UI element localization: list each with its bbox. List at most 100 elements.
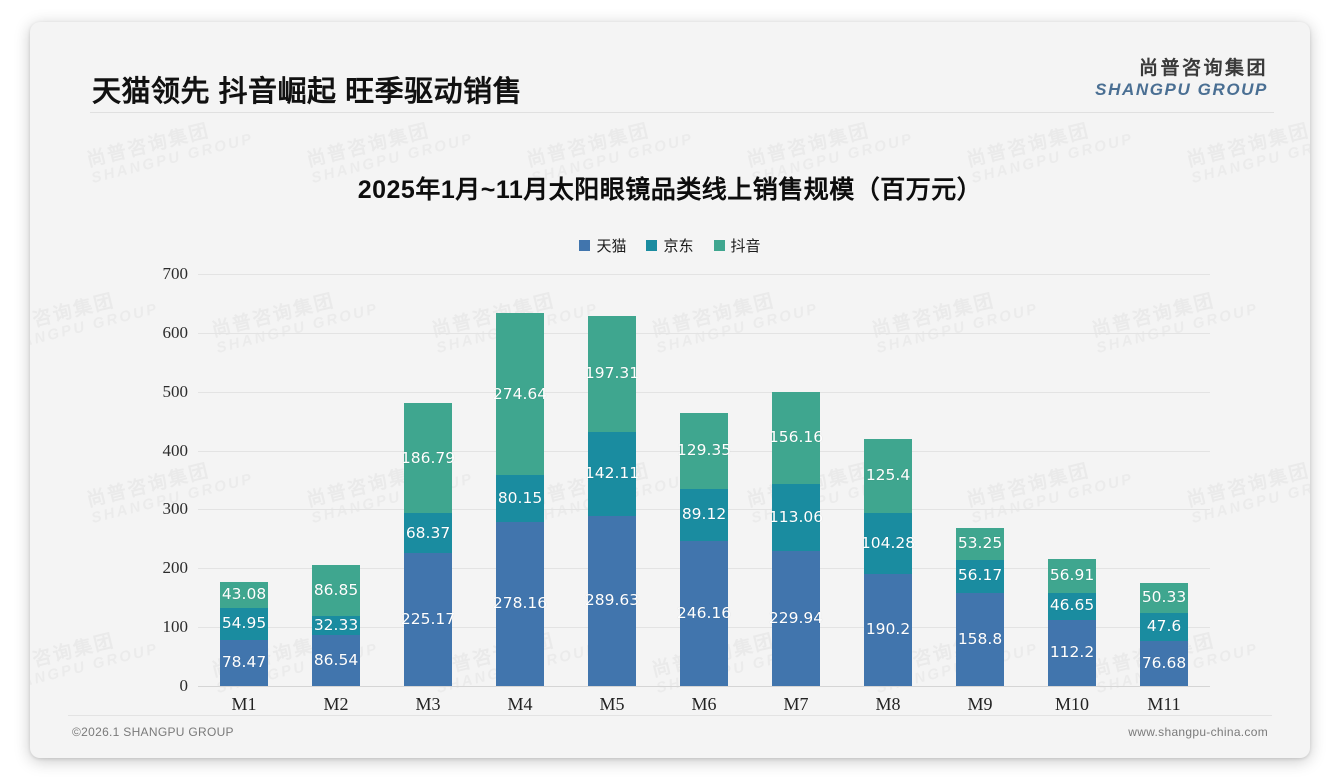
stacked-bar: 76.68 47.6 50.33 (1140, 583, 1188, 686)
bar-segment[interactable]: 32.33 (312, 616, 360, 636)
bar-segment[interactable]: 197.31 (584, 315, 640, 432)
bar-segment[interactable]: 80.15 (496, 475, 544, 523)
bar-column-M11[interactable]: 76.68 47.6 50.33 (1118, 274, 1210, 686)
gridline (198, 391, 1210, 393)
bar-column-M7[interactable]: 229.94 113.06 156.16 (750, 274, 842, 686)
bar-column-M2[interactable]: 86.54 32.33 86.85 (290, 274, 382, 686)
x-axis-labels: M1 M2 M3 M4 M5 M6 M7 M8 M9 M10 M11 (198, 694, 1210, 715)
bar-segment[interactable]: 142.11 (584, 431, 640, 516)
legend-label: 抖音 (730, 237, 761, 255)
x-axis-tick-label: M10 (1054, 694, 1089, 714)
legend-label: 天猫 (596, 237, 627, 255)
bar-value-label: 104.28 (860, 533, 916, 552)
legend-item-2[interactable]: 京东 (646, 235, 694, 256)
bar-column-M3[interactable]: 225.17 68.37 186.79 (382, 274, 474, 686)
stacked-bar: 78.47 54.95 43.08 (220, 582, 268, 686)
bar-value-label: 278.16 (492, 594, 548, 613)
bar-value-label: 86.85 (313, 580, 359, 599)
x-axis-tick-label: M7 (783, 694, 809, 714)
bar-segment[interactable]: 46.65 (1048, 592, 1096, 620)
bar-value-label: 86.54 (313, 650, 359, 669)
brand-name-en: SHANGPU GROUP (1095, 79, 1268, 99)
bar-segment[interactable]: 125.4 (864, 438, 912, 513)
bar-segment[interactable]: 129.35 (677, 412, 731, 489)
bar-value-label: 246.16 (676, 603, 732, 622)
bar-segment[interactable]: 89.12 (680, 488, 728, 542)
stacked-bar: 289.63 142.11 197.31 (584, 315, 640, 686)
bar-value-label: 225.17 (400, 609, 456, 628)
bar-value-label: 46.65 (1049, 596, 1095, 615)
bar-column-M6[interactable]: 246.16 89.12 129.35 (658, 274, 750, 686)
bar-value-label: 47.6 (1146, 617, 1182, 636)
bar-segment[interactable]: 278.16 (492, 522, 548, 686)
bar-segment[interactable]: 86.85 (312, 564, 360, 617)
bar-column-M4[interactable]: 278.16 80.15 274.64 (474, 274, 566, 686)
page-title: 天猫领先 抖音崛起 旺季驱动销售 (92, 76, 523, 108)
gridline (198, 332, 1210, 334)
bar-segment[interactable]: 104.28 (860, 512, 916, 575)
bar-column-M10[interactable]: 112.2 46.65 56.91 (1026, 274, 1118, 686)
bar-value-label: 158.8 (957, 629, 1003, 648)
stacked-bar: 190.2 104.28 125.4 (860, 438, 916, 686)
footer-divider (68, 715, 1272, 716)
bar-segment[interactable]: 158.8 (956, 592, 1004, 686)
x-axis-tick-label: M11 (1147, 694, 1181, 714)
footer-copyright: ©2026.1 SHANGPU GROUP (72, 725, 234, 739)
bar-value-label: 289.63 (584, 591, 640, 610)
bar-segment[interactable]: 47.6 (1140, 612, 1188, 641)
bar-segment[interactable]: 112.2 (1048, 619, 1096, 686)
bar-segment[interactable]: 76.68 (1140, 640, 1188, 686)
bar-segment[interactable]: 225.17 (400, 553, 456, 686)
slide-card: 尚普咨询集团 SHANGPU GROUP 尚普咨询集团 SHANGPU GROUP 尚普… (30, 22, 1310, 758)
bar-value-label: 43.08 (221, 585, 267, 604)
slide-footer: ©2026.1 SHANGPU GROUP www.shangpu-china.… (72, 720, 1268, 744)
x-axis-tick-label: M1 (231, 694, 257, 714)
bar-value-label: 113.06 (768, 507, 824, 526)
bar-segment[interactable]: 68.37 (404, 513, 452, 554)
legend-item-3[interactable]: 抖音 (713, 235, 761, 256)
bar-column-M8[interactable]: 190.2 104.28 125.4 (842, 274, 934, 686)
bar-group: 78.47 54.95 43.08 86.54 32.33 86.85 225.17 68.3… (198, 274, 1210, 686)
bar-column-M9[interactable]: 158.8 56.17 53.25 (934, 274, 1026, 686)
stacked-bar: 112.2 46.65 56.91 (1048, 559, 1096, 686)
bar-segment[interactable]: 43.08 (220, 582, 268, 608)
chart-title: 2025年1月~11月太阳眼镜品类线上销售规模（百万元） (357, 176, 983, 204)
bar-segment[interactable]: 246.16 (676, 541, 732, 686)
stacked-bar: 229.94 113.06 156.16 (768, 392, 824, 686)
bar-segment[interactable]: 78.47 (220, 639, 268, 686)
gridline (198, 274, 1210, 275)
stacked-bar: 225.17 68.37 186.79 (400, 403, 456, 686)
bar-value-label: 78.47 (221, 653, 267, 672)
axis-area: 0 100 200 300 400 500 600 700 78.47 54.95 43.08 86.… (163, 264, 1210, 695)
bar-segment[interactable]: 50.33 (1140, 583, 1188, 613)
chart-plot-area: 0 100 200 300 400 500 600 700 78.47 54.95 43.08 86.… (30, 260, 1310, 714)
bar-segment[interactable]: 54.95 (220, 607, 268, 640)
y-axis-tick-label: 600 (162, 322, 189, 342)
bar-segment[interactable]: 156.16 (769, 392, 823, 485)
y-axis-tick-label: 200 (162, 558, 189, 578)
bar-segment[interactable]: 113.06 (768, 484, 824, 551)
bar-column-M1[interactable]: 78.47 54.95 43.08 (198, 274, 290, 686)
legend-item-1[interactable]: 天猫 (579, 235, 626, 256)
legend-swatch-icon (646, 240, 658, 251)
bar-segment[interactable]: 186.79 (401, 403, 455, 514)
bar-segment[interactable]: 86.54 (312, 635, 360, 686)
bar-segment[interactable]: 274.64 (493, 313, 547, 476)
y-axis-tick-label: 100 (162, 617, 189, 637)
bar-segment[interactable]: 56.17 (956, 559, 1004, 593)
bar-segment[interactable]: 289.63 (584, 515, 640, 686)
bar-value-label: 50.33 (1141, 588, 1187, 607)
bar-value-label: 197.31 (584, 364, 640, 383)
bar-segment[interactable]: 229.94 (769, 550, 823, 686)
bar-value-label: 53.25 (957, 534, 1003, 553)
bar-segment[interactable]: 56.91 (1048, 559, 1096, 593)
y-axis-tick-label: 400 (162, 440, 189, 460)
bar-segment[interactable]: 53.25 (956, 528, 1004, 560)
bar-column-M5[interactable]: 289.63 142.11 197.31 (566, 274, 658, 686)
chart-legend: 天猫 京东 抖音 (30, 235, 1310, 256)
x-axis-tick-label: M4 (507, 694, 533, 714)
y-axis-tick-label: 300 (162, 499, 189, 519)
bar-value-label: 142.11 (584, 463, 640, 482)
bar-value-label: 56.91 (1049, 566, 1095, 585)
bar-segment[interactable]: 190.2 (864, 574, 912, 686)
